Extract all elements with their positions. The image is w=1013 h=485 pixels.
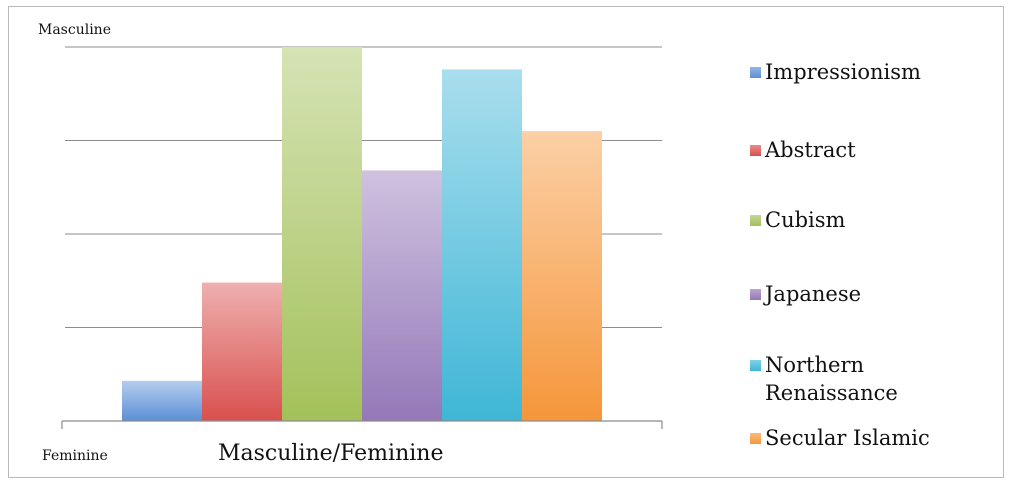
legend-swatch	[750, 215, 761, 226]
bars	[122, 47, 602, 421]
legend-item-cubism: Cubism	[750, 206, 985, 234]
legend-swatch	[750, 145, 761, 156]
legend-swatch	[750, 289, 761, 300]
legend-label: Cubism	[765, 208, 846, 232]
y-axis-top-label: Masculine	[38, 22, 111, 38]
bar-impressionism	[122, 380, 202, 421]
x-axis-label: Masculine/Feminine	[218, 441, 444, 466]
legend-swatch	[750, 433, 761, 444]
legend-label: Abstract	[765, 138, 856, 162]
legend-item-abstract: Abstract	[750, 136, 985, 164]
bar-abstract	[202, 282, 282, 421]
bar-secular-islamic	[522, 131, 602, 421]
legend-label: Japanese	[765, 282, 862, 306]
legend-item-secular-islamic: Secular Islamic	[750, 424, 985, 452]
bar-cubism	[282, 47, 362, 421]
legend-item-northern-renaissance: Northern Renaissance	[750, 351, 985, 407]
legend-label: Impressionism	[765, 60, 921, 84]
y-axis-bottom-label: Feminine	[42, 448, 108, 464]
legend-swatch	[750, 360, 761, 371]
bar-japanese	[362, 170, 442, 421]
legend-swatch	[750, 67, 761, 78]
legend-label: Secular Islamic	[765, 426, 930, 450]
legend-label: Northern Renaissance	[765, 353, 898, 405]
bar-northern-renaissance	[442, 69, 522, 421]
x-axis	[61, 420, 663, 429]
legend-item-japanese: Japanese	[750, 280, 985, 308]
legend-item-impressionism: Impressionism	[750, 58, 985, 86]
